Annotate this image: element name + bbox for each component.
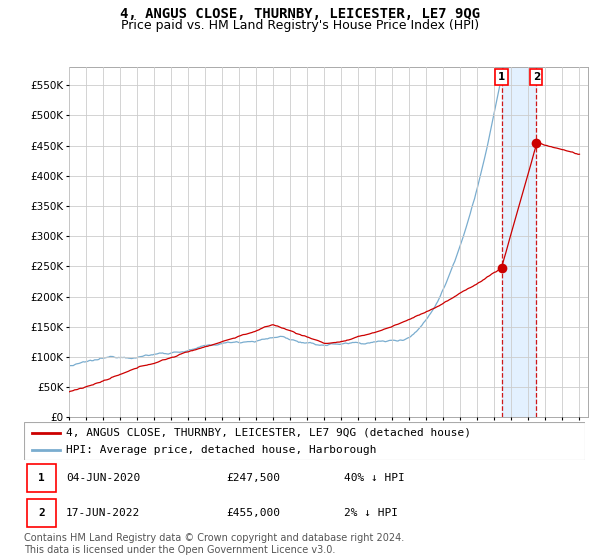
FancyBboxPatch shape — [27, 464, 56, 492]
Text: Price paid vs. HM Land Registry's House Price Index (HPI): Price paid vs. HM Land Registry's House … — [121, 19, 479, 32]
Text: 17-JUN-2022: 17-JUN-2022 — [66, 508, 140, 517]
Text: 2: 2 — [38, 508, 45, 517]
FancyBboxPatch shape — [27, 499, 56, 526]
Text: 1: 1 — [38, 473, 45, 483]
Text: 2: 2 — [533, 72, 540, 82]
Text: 40% ↓ HPI: 40% ↓ HPI — [344, 473, 404, 483]
Text: 1: 1 — [498, 72, 505, 82]
Text: Contains HM Land Registry data © Crown copyright and database right 2024.
This d: Contains HM Land Registry data © Crown c… — [24, 533, 404, 555]
Bar — [502, 67, 536, 417]
Text: 4, ANGUS CLOSE, THURNBY, LEICESTER, LE7 9QG (detached house): 4, ANGUS CLOSE, THURNBY, LEICESTER, LE7 … — [66, 427, 471, 437]
Text: 4, ANGUS CLOSE, THURNBY, LEICESTER, LE7 9QG: 4, ANGUS CLOSE, THURNBY, LEICESTER, LE7 … — [120, 7, 480, 21]
FancyBboxPatch shape — [24, 422, 585, 460]
Text: £455,000: £455,000 — [226, 508, 280, 517]
Text: 04-JUN-2020: 04-JUN-2020 — [66, 473, 140, 483]
Text: £247,500: £247,500 — [226, 473, 280, 483]
Text: HPI: Average price, detached house, Harborough: HPI: Average price, detached house, Harb… — [66, 445, 377, 455]
Text: 2% ↓ HPI: 2% ↓ HPI — [344, 508, 398, 517]
